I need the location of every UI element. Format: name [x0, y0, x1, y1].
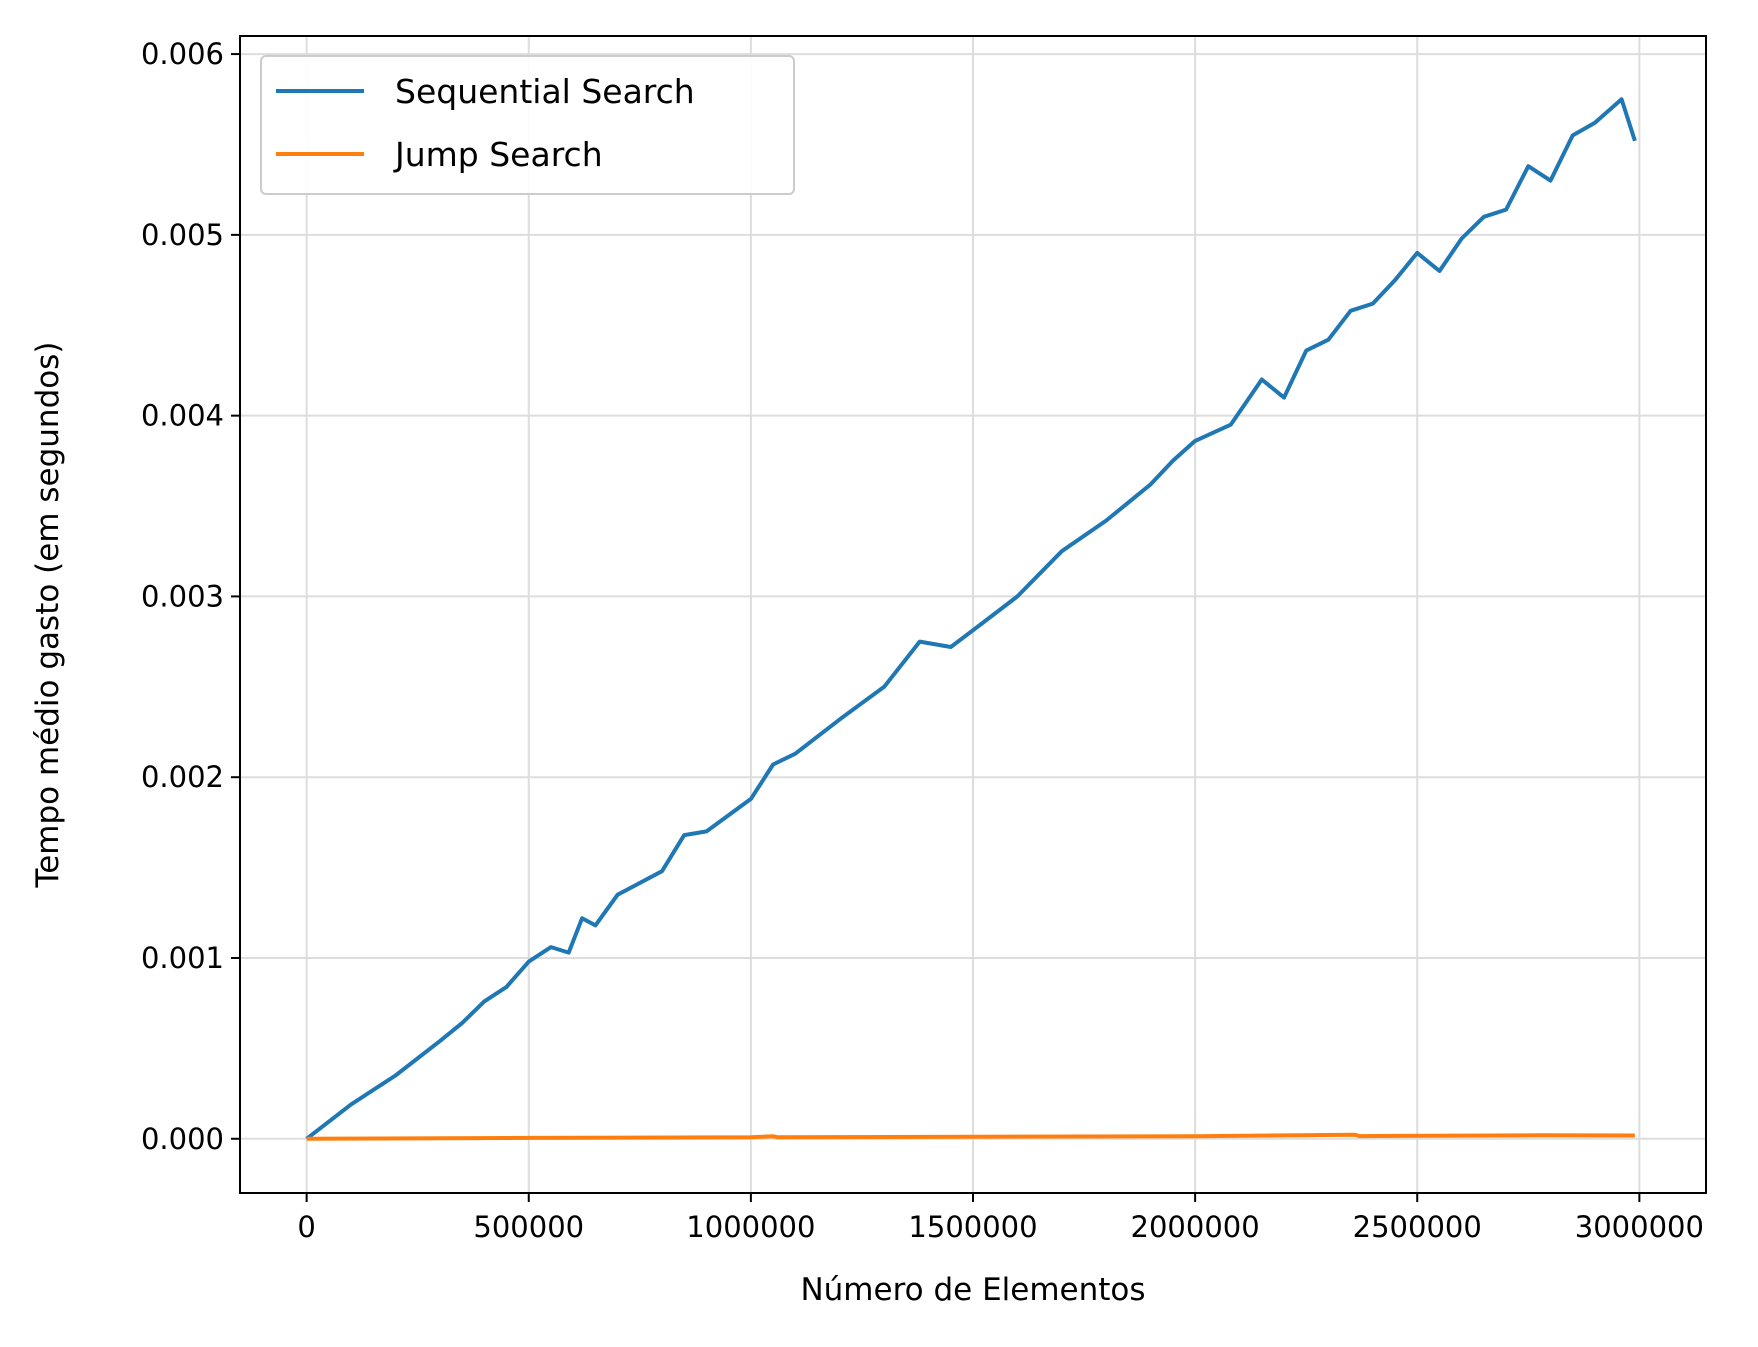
x-tick-label: 2000000	[1131, 1210, 1260, 1244]
y-tick-label: 0.001	[141, 941, 224, 975]
y-tick-label: 0.002	[141, 760, 224, 794]
x-tick-label: 1000000	[686, 1210, 815, 1244]
series-line-0	[305, 97, 1637, 1141]
x-tick-label: 1500000	[908, 1210, 1037, 1244]
y-tick-label: 0.003	[141, 579, 224, 613]
legend-label-sequential-search: Sequential Search	[395, 72, 695, 111]
x-tick-label: 3000000	[1575, 1210, 1704, 1244]
y-axis-label: Tempo médio gasto (em segundos)	[30, 342, 66, 889]
x-axis-label: Número de Elementos	[800, 1272, 1145, 1308]
x-tick-label: 500000	[473, 1210, 584, 1244]
series-line-1	[306, 1132, 1635, 1141]
legend-box	[260, 55, 795, 195]
grid-lines	[240, 36, 1706, 1193]
legend-label-jump-search: Jump Search	[393, 135, 603, 174]
series-lines	[305, 97, 1637, 1141]
y-tick-label: 0.000	[141, 1122, 224, 1156]
x-tick-label: 0	[297, 1210, 315, 1244]
legend: Sequential Search Jump Search	[260, 55, 795, 195]
x-tick-label: 2500000	[1353, 1210, 1482, 1244]
y-tick-label: 0.004	[141, 399, 224, 433]
y-tick-label: 0.005	[141, 218, 224, 252]
y-tick-label: 0.006	[141, 37, 224, 71]
axis-ticks: 0 500000 1000000 1500000 2000000 2500000 30000…	[141, 37, 1704, 1244]
